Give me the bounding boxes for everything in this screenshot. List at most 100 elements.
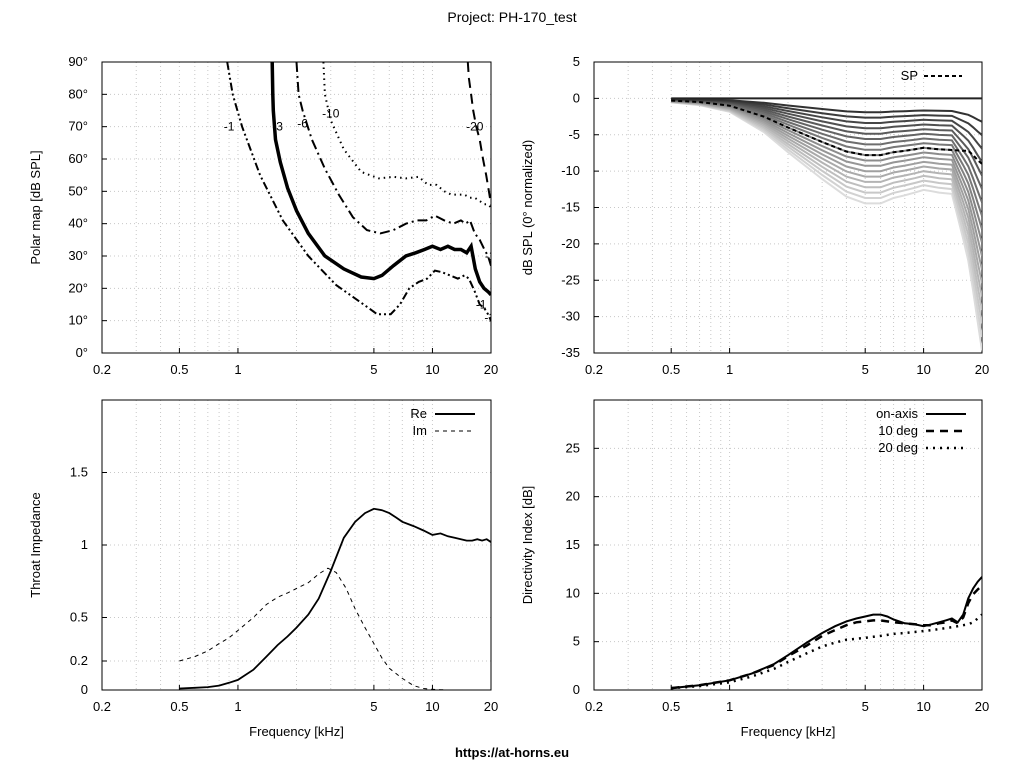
y-tick-label: 70° — [68, 119, 88, 134]
series-line — [671, 613, 982, 690]
series-line — [671, 584, 982, 690]
y-tick-label: -10 — [561, 163, 580, 178]
angle-curve — [671, 99, 982, 203]
x-axis-label: Frequency [kHz] — [741, 724, 836, 739]
x-tick-label: 0.2 — [93, 699, 111, 714]
plot-area: -1 -3 -6-10-20-1-1-1 — [224, 62, 496, 324]
legend-label: Re — [410, 406, 427, 421]
angle-curve — [671, 101, 982, 351]
angle-curve — [671, 100, 982, 257]
y-tick-label: 60° — [68, 151, 88, 166]
y-tick-label: 30° — [68, 248, 88, 263]
x-tick-label: 20 — [484, 362, 498, 377]
angle-curve — [671, 100, 982, 284]
angle-curve — [671, 101, 982, 324]
legend: on-axis 10 deg 20 deg — [876, 406, 966, 455]
y-axis-label: Polar map [dB SPL] — [28, 150, 43, 264]
angle-curve — [671, 98, 982, 190]
y-tick-label: 15 — [566, 537, 580, 552]
y-axis-label: dB SPL (0° normalized) — [520, 140, 535, 276]
x-tick-label: 20 — [484, 699, 498, 714]
y-tick-label: -30 — [561, 309, 580, 324]
grid — [102, 400, 491, 690]
y-tick-label: 0.2 — [70, 653, 88, 668]
x-tick-label: 0.5 — [170, 362, 188, 377]
x-tick-label: 0.5 — [170, 699, 188, 714]
legend-label: SP — [901, 68, 918, 83]
y-tick-label: 40° — [68, 216, 88, 231]
contour-label: -1 — [224, 120, 235, 134]
angle-curve — [671, 99, 982, 230]
x-tick-label: 0.5 — [662, 362, 680, 377]
x-tick-label: 20 — [975, 699, 989, 714]
legend-label: 20 deg — [878, 440, 918, 455]
legend: Re Im — [410, 406, 475, 438]
angle-curve — [671, 100, 982, 270]
x-tick-label: 1 — [726, 699, 733, 714]
angle-curve — [671, 98, 982, 176]
angle-curve — [671, 100, 982, 297]
y-axis-label: Directivity Index [dB] — [520, 486, 535, 605]
contour-line — [270, 62, 491, 296]
angle-curve — [671, 98, 982, 136]
contour-label: -10 — [322, 107, 340, 121]
series-line — [179, 567, 491, 690]
x-tick-label: 5 — [862, 362, 869, 377]
plot-area — [179, 507, 491, 690]
page-title: Project: PH-170_test — [447, 9, 576, 25]
angle-curve — [671, 97, 982, 123]
contour-label: -1 — [485, 249, 496, 263]
grid — [594, 400, 982, 690]
plot-area — [671, 97, 982, 351]
y-tick-label: 0 — [573, 682, 580, 697]
y-tick-label: -20 — [561, 236, 580, 251]
contour-label: -20 — [466, 120, 484, 134]
y-tick-label: 5 — [573, 54, 580, 69]
x-tick-label: 0.2 — [93, 362, 111, 377]
y-tick-label: -5 — [568, 127, 580, 142]
y-tick-label: 1.5 — [70, 465, 88, 480]
legend: SP — [901, 68, 962, 83]
legend-label: on-axis — [876, 406, 918, 421]
x-tick-label: 10 — [916, 362, 930, 377]
y-tick-label: -15 — [561, 200, 580, 215]
x-tick-label: 5 — [370, 362, 377, 377]
x-tick-label: 5 — [370, 699, 377, 714]
y-tick-label: 80° — [68, 86, 88, 101]
contour-line — [322, 62, 491, 209]
angle-curve — [671, 99, 982, 217]
y-tick-label: 1 — [81, 537, 88, 552]
footer-url: https://at-horns.eu — [455, 745, 569, 760]
angle-curve — [671, 100, 982, 311]
x-tick-label: 0.2 — [585, 699, 603, 714]
y-axis-label: Throat Impedance — [28, 492, 43, 598]
y-tick-label: 0.5 — [70, 610, 88, 625]
y-tick-label: -35 — [561, 345, 580, 360]
contour-label: -1 — [476, 298, 487, 312]
angle-curve — [671, 98, 982, 163]
contour-label: -1 — [484, 310, 495, 324]
y-tick-label: 0 — [81, 682, 88, 697]
y-tick-label: 25 — [566, 440, 580, 455]
x-tick-label: 0.5 — [662, 699, 680, 714]
y-tick-label: -25 — [561, 272, 580, 287]
x-tick-label: 10 — [425, 699, 439, 714]
y-tick-label: 20° — [68, 280, 88, 295]
x-tick-label: 1 — [726, 362, 733, 377]
y-tick-label: 10 — [566, 585, 580, 600]
contour-label: -3 — [272, 120, 283, 134]
chart-throat_impedance: 0.2 0.5 1 5 10 20 0 0.2 0.5 1 1.5 Throat Impedance F… — [28, 399, 498, 739]
y-tick-label: 5 — [573, 634, 580, 649]
plot-area — [671, 576, 982, 690]
chart-normalized_spl: 0.2 0.5 1 5 10 20 -35 -30 -25 -20 -15 -10 -5 0 5 dB SPL… — [520, 54, 989, 377]
angle-curve — [671, 99, 982, 244]
y-tick-label: 0° — [76, 345, 88, 360]
x-tick-label: 10 — [425, 362, 439, 377]
legend-label: Im — [413, 423, 427, 438]
x-tick-label: 1 — [234, 699, 241, 714]
contour-line — [295, 62, 491, 266]
angle-curve — [671, 101, 982, 338]
legend-label: 10 deg — [878, 423, 918, 438]
